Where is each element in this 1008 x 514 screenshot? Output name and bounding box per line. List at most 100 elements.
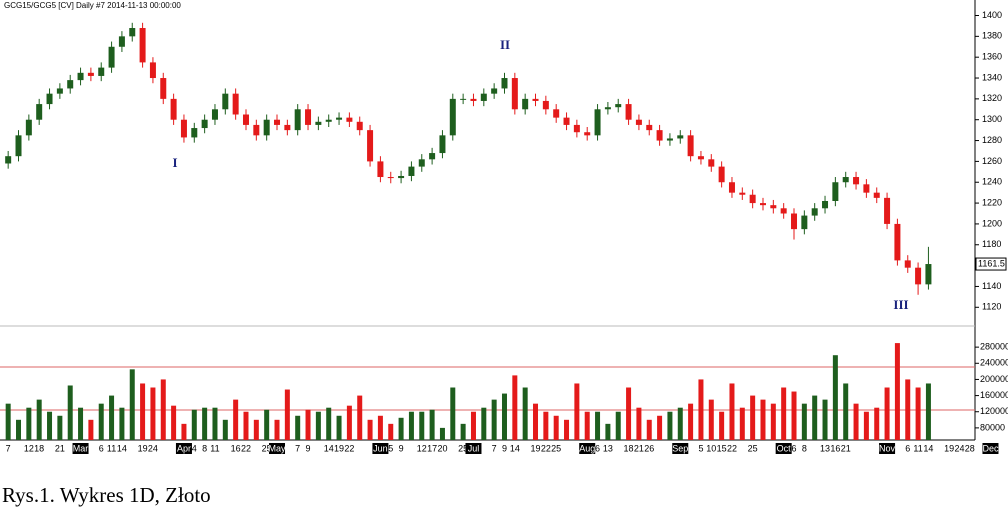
x-tick-label: 13 [820,443,830,453]
candle-body [408,166,415,176]
month-label-box [269,443,286,454]
candle-body [46,93,53,105]
volume-bar [698,379,704,440]
volume-bar [98,403,104,440]
volume-bar [367,419,373,440]
candle-body [780,208,787,214]
candle-body [429,153,436,160]
volume-bar [884,387,890,440]
volume-bar [129,369,135,440]
x-tick-label: Sep [672,443,688,453]
volume-bar [801,403,807,440]
x-tick-label: 19 [334,443,344,453]
volume-bar [729,383,735,440]
candle-body [842,177,849,183]
volume-bar [915,387,921,440]
y-tick-label: 1200 [982,218,1002,228]
x-tick-label: 19 [138,443,148,453]
y-tick-label: 1260 [982,156,1002,166]
volume-bar [781,387,787,440]
volume-bar [626,387,632,440]
x-tick-label: 8 [802,443,807,453]
x-tick-label: 22 [344,443,354,453]
candle-body [87,72,94,76]
volume-bar [439,427,445,440]
volume-bar [925,383,931,440]
x-tick-label: 14 [117,443,127,453]
candle-body [853,177,860,185]
volume-tick-label: 200000 [980,374,1008,384]
y-tick-label: 1120 [982,302,1001,312]
candle-body [666,138,673,141]
candle-body [232,93,239,115]
volume-bar [894,343,900,440]
volume-tick-label: 160000 [980,390,1008,400]
y-tick-label: 1400 [982,10,1002,20]
volume-bar [305,409,311,440]
candle-body [263,119,270,136]
candle-body [25,119,32,136]
volume-bar [832,355,838,440]
volume-bar [212,407,218,440]
candle-body [584,132,591,136]
candle-body [377,161,384,178]
x-tick-label: May [269,443,287,453]
volume-tick-label: 280000 [980,342,1008,352]
month-label-box [579,443,596,454]
volume-bar [688,403,694,440]
month-label-box [982,443,999,454]
y-tick-label: 1240 [982,177,1002,187]
volume-bar [150,387,156,440]
volume-bar [605,423,611,440]
x-tick-label: 16 [830,443,840,453]
x-tick-label: 21 [634,443,644,453]
volume-bar [377,415,383,440]
annotation: III [893,297,908,312]
candle-body [718,166,725,183]
candle-body [677,135,684,139]
x-tick-label: Apr [177,443,191,453]
x-tick-label: 16 [231,443,241,453]
volume-bar [26,407,32,440]
x-tick-label: 18 [624,443,634,453]
volume-bar [36,399,42,440]
month-label-box [672,443,689,454]
candle-body [170,98,177,120]
x-tick-label: 6 [905,443,910,453]
x-tick-label: 9 [399,443,404,453]
y-tick-label: 1220 [982,197,1002,207]
candle-body [687,135,694,157]
month-label-box [72,443,89,454]
x-tick-label: 4 [192,443,197,453]
month-label-box [372,443,389,454]
volume-bar [222,419,228,440]
x-tick-label: 17 [427,443,437,453]
candle-body [449,98,456,136]
x-tick-label: Nov [879,443,896,453]
volume-bar [874,407,880,440]
x-tick-label: 8 [202,443,207,453]
x-tick-label: 11 [210,443,219,453]
volume-bar [574,383,580,440]
candle-body [274,119,281,125]
candle-body [56,88,63,94]
candle-body [294,109,301,131]
volume-bar [119,407,125,440]
x-tick-label: 26 [644,443,654,453]
volume-bar [522,387,528,440]
x-tick-label: 25 [551,443,561,453]
volume-bar [419,411,425,440]
x-tick-label: 6 [595,443,600,453]
chart-title: GCG15/GCG5 [CV] Daily #7 2014-11-13 00:0… [4,1,181,10]
candle-body [832,182,839,201]
volume-bar [295,415,301,440]
x-tick-label: 7 [6,443,11,453]
candle-body [915,267,922,285]
x-tick-label: 14 [324,443,334,453]
volume-bar [47,411,53,440]
candle-body [563,117,570,125]
y-tick-label: 1280 [982,135,1002,145]
candle-body [604,107,611,110]
candle-body [398,175,405,179]
